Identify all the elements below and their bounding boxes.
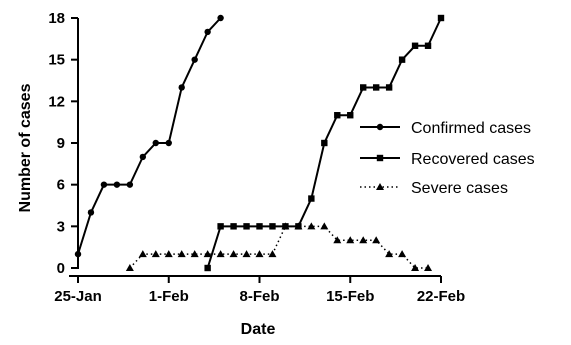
data-point xyxy=(165,139,172,147)
data-point xyxy=(360,84,367,91)
y-tick-label: 6 xyxy=(57,177,65,194)
data-point xyxy=(281,222,290,230)
y-axis-title: Number of cases xyxy=(17,83,34,212)
data-point xyxy=(177,250,186,258)
data-point xyxy=(139,153,147,161)
legend-label: Recovered cases xyxy=(411,151,535,168)
data-point xyxy=(178,84,185,91)
axes xyxy=(69,18,441,277)
data-point xyxy=(437,14,445,22)
data-point xyxy=(191,56,198,63)
x-tick-label: 22-Feb xyxy=(417,288,465,305)
data-point xyxy=(216,250,225,258)
data-point xyxy=(204,264,211,272)
data-point xyxy=(424,42,432,49)
data-point xyxy=(87,209,95,216)
x-ticks: 25-Jan 1-Feb 8-Feb 15-Feb 22-Feb xyxy=(54,276,465,305)
data-point xyxy=(126,181,134,188)
data-point xyxy=(243,223,250,230)
data-point xyxy=(74,250,82,258)
data-point xyxy=(372,84,380,91)
x-tick-label: 15-Feb xyxy=(326,288,374,305)
y-tick-label: 12 xyxy=(48,93,65,110)
series-circle xyxy=(74,14,224,258)
x-tick-label: 25-Jan xyxy=(54,288,102,305)
data-point xyxy=(334,112,341,119)
data-point xyxy=(203,250,212,258)
y-ticks: 0 3 6 9 12 15 18 xyxy=(48,10,78,277)
data-point xyxy=(217,14,224,22)
data-point xyxy=(321,139,328,147)
legend-item: Recovered cases xyxy=(360,151,535,168)
legend-label: Confirmed cases xyxy=(411,120,531,137)
series-triangle xyxy=(125,222,433,271)
series-square xyxy=(204,14,445,272)
data-point xyxy=(346,236,355,244)
data-point xyxy=(255,250,264,258)
data-point xyxy=(385,250,394,258)
data-point xyxy=(113,181,121,188)
data-point xyxy=(294,222,303,230)
data-point xyxy=(138,250,147,258)
legend-item: Confirmed cases xyxy=(360,120,531,137)
y-tick-label: 18 xyxy=(48,10,65,27)
y-tick-label: 9 xyxy=(57,135,65,152)
data-point xyxy=(411,264,420,271)
data-point xyxy=(269,223,276,230)
series-line xyxy=(77,17,222,255)
data-point xyxy=(268,250,277,258)
series-layer xyxy=(74,14,445,272)
y-tick-label: 15 xyxy=(48,52,65,69)
y-tick-label: 3 xyxy=(57,218,65,235)
data-point xyxy=(333,236,342,244)
legend-marker xyxy=(376,123,384,131)
data-point xyxy=(230,223,237,230)
data-point xyxy=(398,250,407,258)
y-tick-label: 0 xyxy=(57,260,65,277)
legend: Confirmed cases Recovered cases Severe cas… xyxy=(360,120,535,197)
data-point xyxy=(320,222,329,230)
data-point xyxy=(385,84,393,91)
data-point xyxy=(152,139,159,147)
legend-marker xyxy=(376,183,384,190)
data-point xyxy=(372,236,381,244)
x-tick-label: 8-Feb xyxy=(239,288,279,305)
data-point xyxy=(204,28,211,36)
data-point xyxy=(359,236,368,244)
data-point xyxy=(229,250,238,258)
data-point xyxy=(217,223,224,230)
legend-label: Severe cases xyxy=(411,180,508,197)
x-tick-label: 1-Feb xyxy=(149,288,189,305)
data-point xyxy=(242,250,251,258)
data-point xyxy=(308,195,315,202)
data-point xyxy=(151,250,160,258)
data-point xyxy=(164,250,173,258)
data-point xyxy=(398,56,406,63)
data-point xyxy=(411,42,419,49)
data-point xyxy=(100,181,108,188)
data-point xyxy=(424,264,433,271)
data-point xyxy=(190,250,199,258)
data-point xyxy=(307,222,316,230)
series-line xyxy=(129,225,429,269)
legend-marker xyxy=(376,154,384,162)
data-point xyxy=(347,112,354,119)
data-point xyxy=(256,223,263,230)
x-axis-title: Date xyxy=(241,321,276,338)
legend-item: Severe cases xyxy=(360,180,508,197)
data-point xyxy=(125,264,134,271)
